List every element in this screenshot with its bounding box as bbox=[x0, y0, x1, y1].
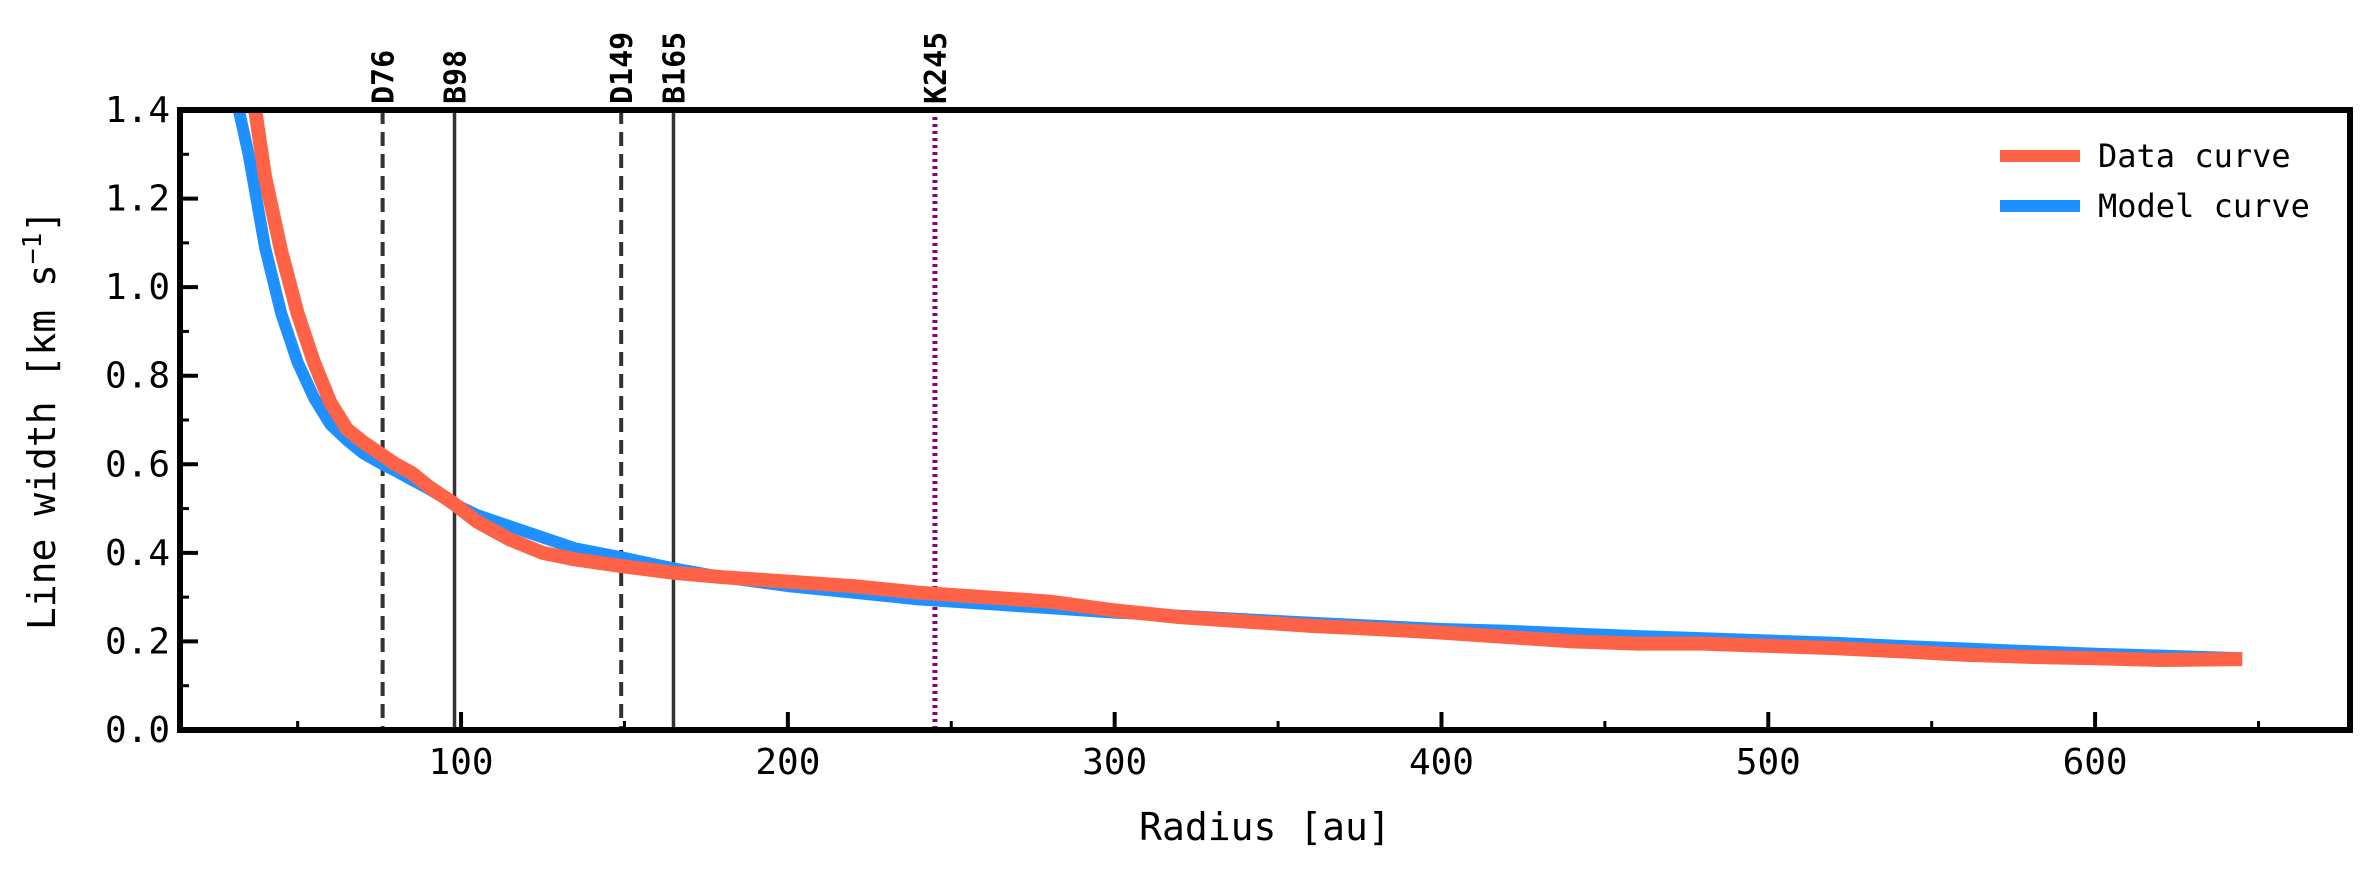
y-axis-label-tail: ] bbox=[20, 210, 64, 233]
y-tick-label: 1.0 bbox=[105, 267, 170, 308]
marker-label-k245: K245 bbox=[919, 32, 954, 104]
y-axis-label-main: Line width [km s bbox=[20, 264, 64, 630]
x-tick-label: 200 bbox=[755, 742, 820, 783]
y-tick-label: 1.2 bbox=[105, 179, 170, 220]
y-tick-label: 1.4 bbox=[105, 90, 170, 131]
y-axis-label: Line width [km s−1] bbox=[18, 210, 64, 630]
x-axis-label: Radius [au] bbox=[1139, 805, 1391, 849]
legend-label-data-curve: Data curve bbox=[2098, 137, 2291, 175]
marker-label-b165: B165 bbox=[657, 32, 692, 104]
x-tick-label: 100 bbox=[429, 742, 494, 783]
y-tick-label: 0.2 bbox=[105, 621, 170, 662]
axis-ticks: 100 200 300 400 500 600 0.0 0.2 0.4 0.6 0.8 1.0 1.2 1… bbox=[105, 90, 2260, 783]
marker-lines: D76 B98 D149 B165 K245 bbox=[367, 32, 954, 730]
y-tick-label: 0.0 bbox=[105, 710, 170, 751]
marker-label-d76: D76 bbox=[367, 50, 402, 104]
model-curve-line bbox=[232, 110, 2243, 665]
y-axis-label-superscript: −1 bbox=[18, 233, 48, 264]
data-curve-line bbox=[248, 110, 2243, 667]
legend: Data curve Model curve bbox=[2000, 137, 2310, 225]
y-tick-label: 0.4 bbox=[105, 533, 170, 574]
y-tick-label: 0.8 bbox=[105, 356, 170, 397]
marker-label-b98: B98 bbox=[439, 50, 474, 104]
marker-label-d149: D149 bbox=[605, 32, 640, 104]
data-curves bbox=[232, 110, 2243, 667]
x-tick-label: 300 bbox=[1082, 742, 1147, 783]
x-tick-label: 400 bbox=[1409, 742, 1474, 783]
x-tick-label: 500 bbox=[1736, 742, 1801, 783]
x-tick-label: 600 bbox=[2063, 742, 2128, 783]
legend-label-model-curve: Model curve bbox=[2098, 187, 2310, 225]
y-tick-label: 0.6 bbox=[105, 444, 170, 485]
